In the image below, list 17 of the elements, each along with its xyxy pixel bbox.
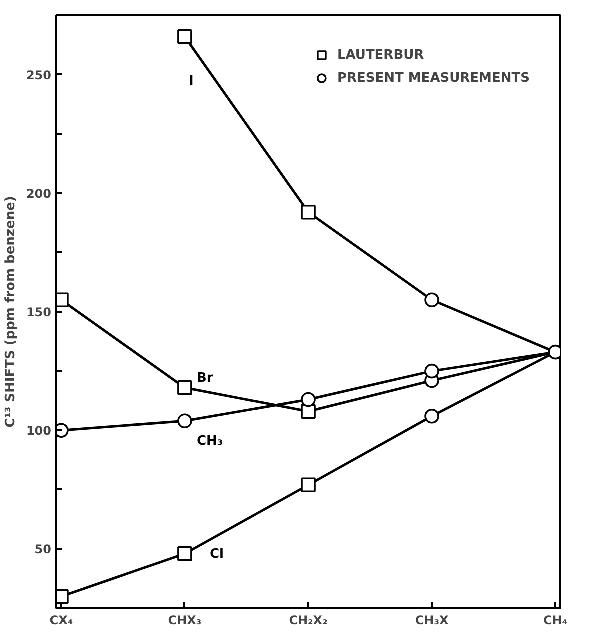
y-tick-label: 100	[26, 424, 52, 438]
x-tick-label: CH₄	[544, 614, 568, 628]
series-label: CH₃	[196, 434, 224, 450]
legend-label: PRESENT MEASUREMENTS	[337, 70, 530, 86]
x-tick-label: CHX₃	[168, 614, 202, 628]
series-label: I	[188, 74, 194, 89]
y-axis-title: C¹³ SHIFTS (ppm from benzene)	[3, 196, 18, 428]
y-tick-label: 250	[26, 68, 52, 82]
x-tick-label: CX₄	[50, 614, 74, 628]
legend-label: LAUTERBUR	[337, 48, 424, 62]
series-label: Cl	[210, 546, 224, 562]
x-tick-label: CH₂X₂	[289, 614, 328, 628]
x-tick-label: CH₃X	[415, 614, 450, 628]
series-label: Br	[196, 370, 214, 386]
y-tick-label: 50	[34, 542, 52, 557]
y-tick-label: 200	[26, 186, 52, 201]
y-tick-label: 150	[26, 306, 52, 320]
